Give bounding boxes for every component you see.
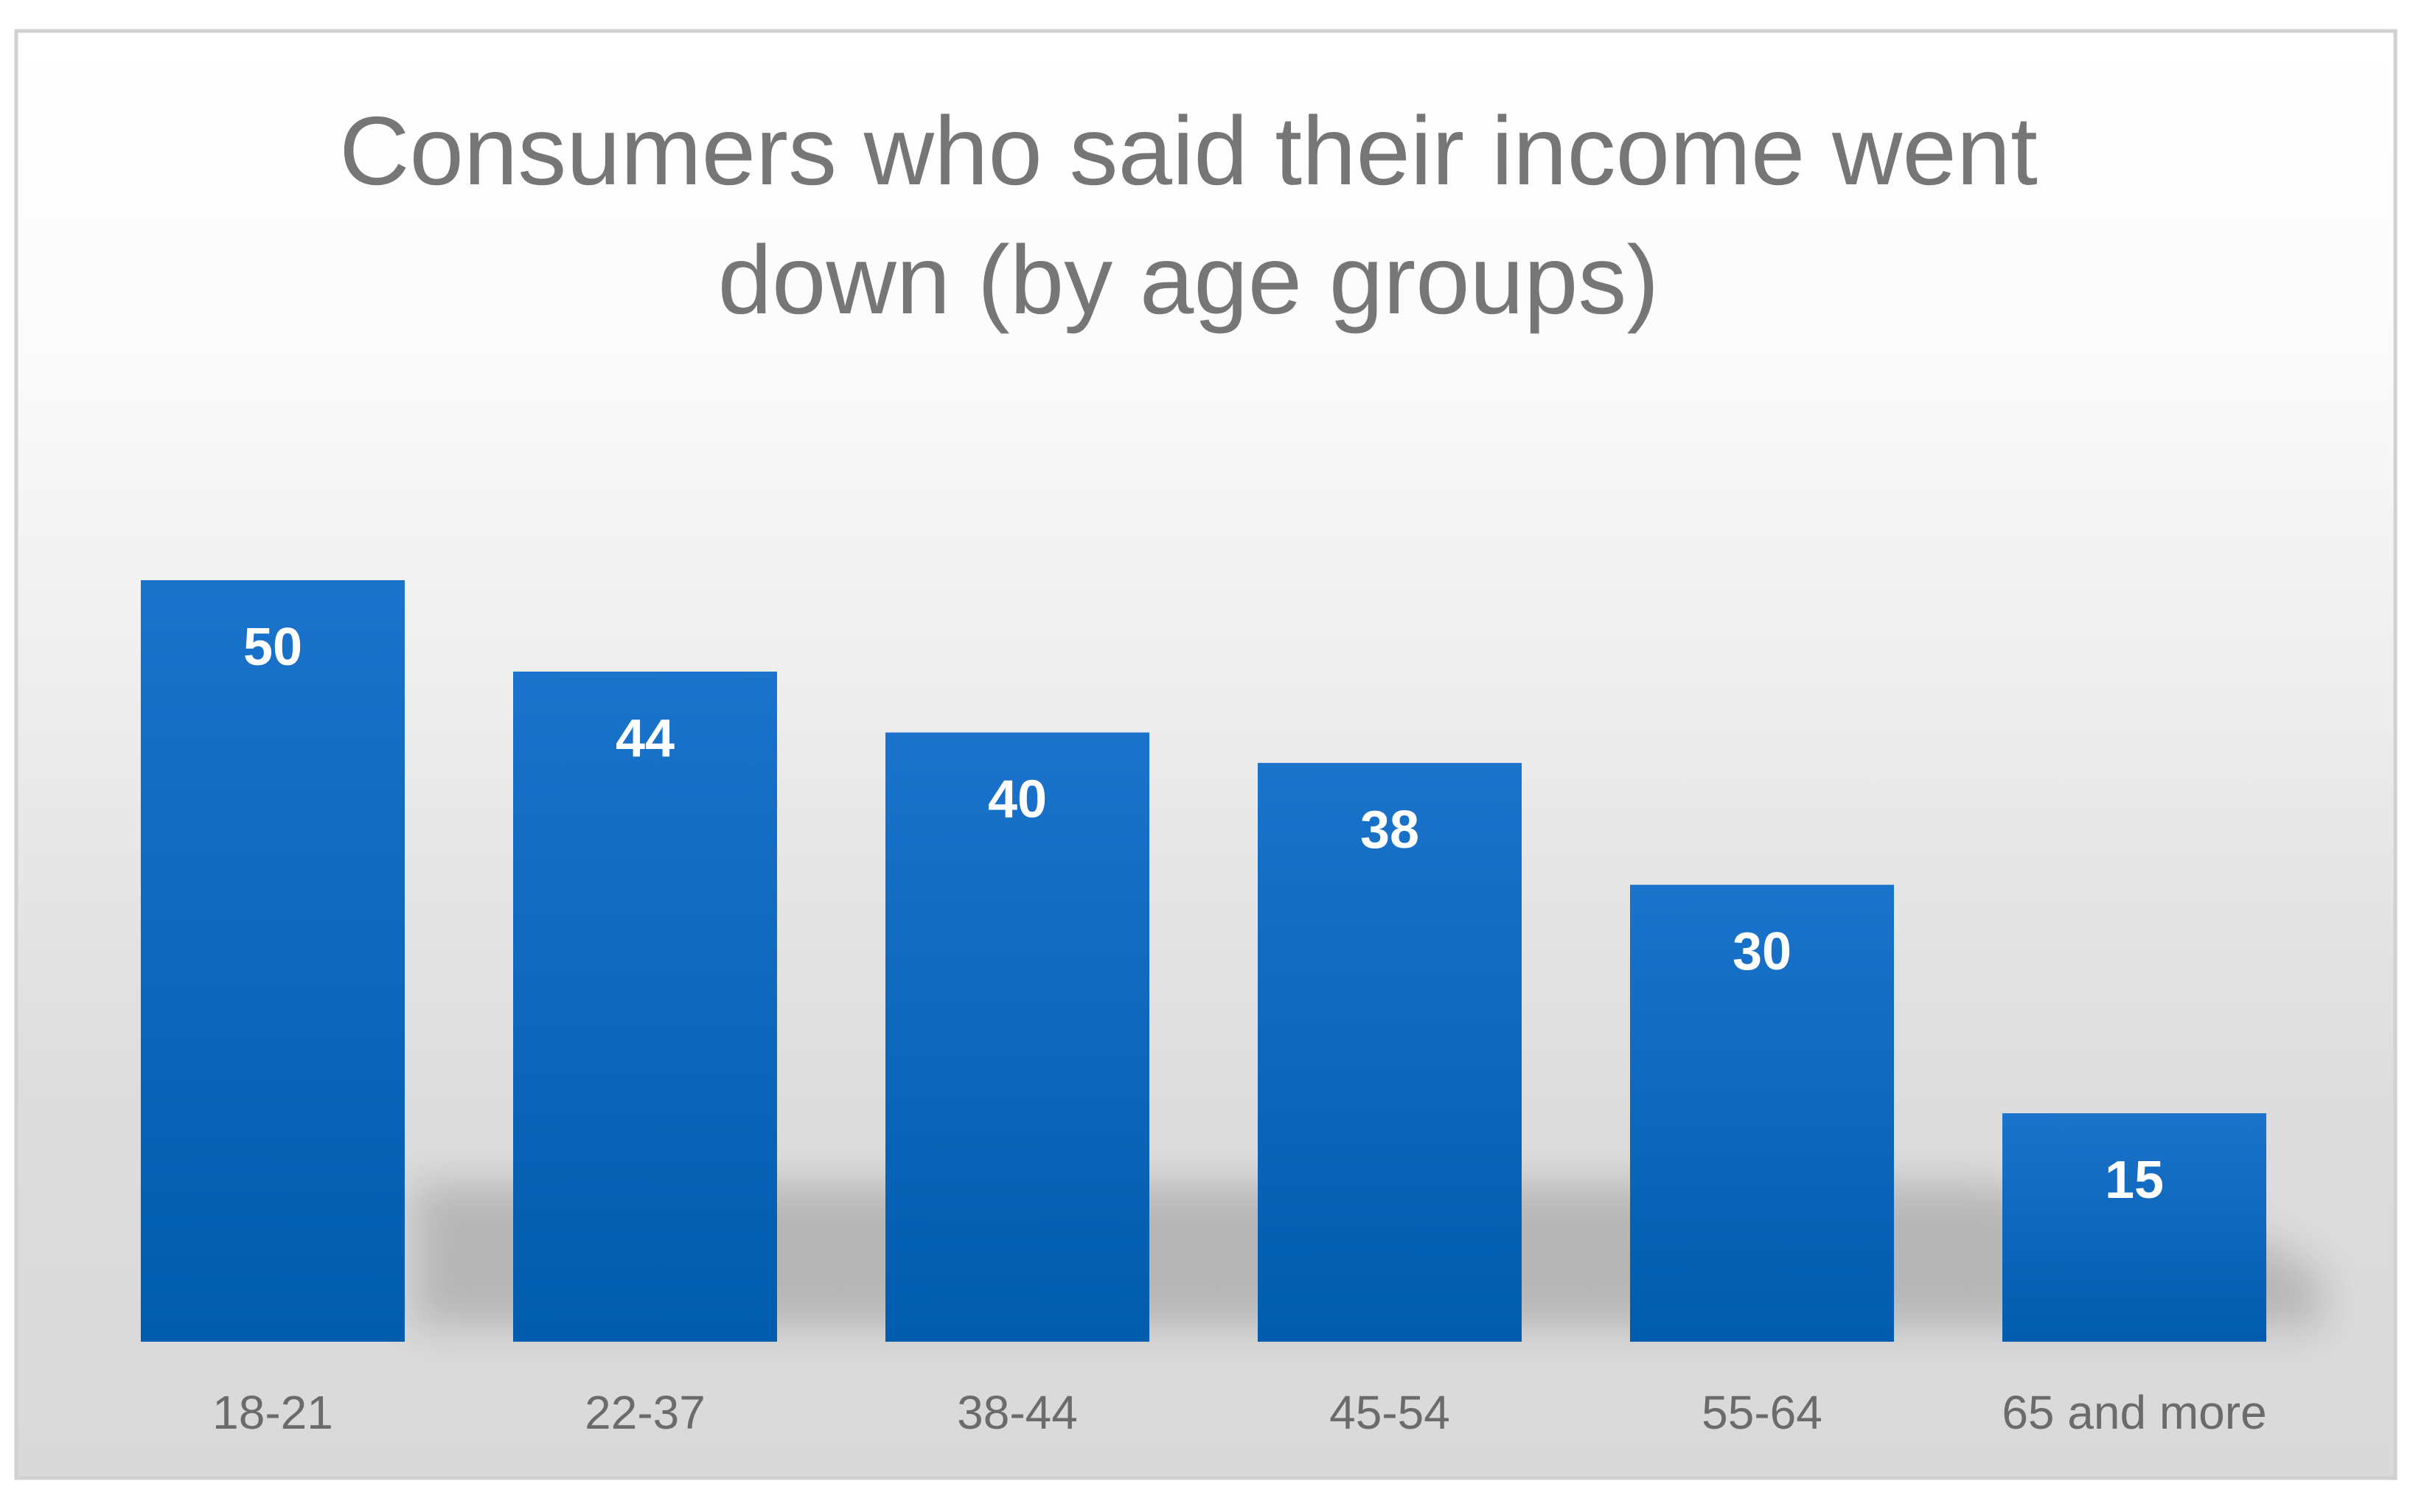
bar-38-44 [885,732,1149,1342]
bar-45-54 [1258,762,1522,1342]
bar-18-21 [141,580,405,1342]
bar-value-label: 50 [243,618,302,677]
bar-22-37 [513,672,777,1342]
bars-group [141,580,2266,1342]
chart-title-line-2: down (by age groups) [718,226,1660,334]
x-tick-label: 55-64 [1702,1386,1822,1439]
bar-value-label: 30 [1733,922,1792,981]
bar-value-label: 38 [1360,801,1419,860]
x-tick-label: 38-44 [957,1386,1078,1439]
bar-55-64 [1630,885,1894,1342]
bar-65-and-more [2002,1113,2266,1342]
x-tick-label: 18-21 [212,1386,333,1439]
x-tick-label: 45-54 [1329,1386,1450,1439]
bar-labels-group: 50 44 40 38 30 15 [243,618,2164,1210]
bar-value-label: 40 [988,770,1047,829]
x-tick-label: 65 and more [2002,1386,2266,1439]
x-axis-tick-labels: 18-21 22-37 38-44 45-54 55-64 65 and more [212,1386,2267,1439]
chart-title-line-1: Consumers who said their income went [339,97,2038,205]
bar-value-label: 15 [2105,1151,2164,1210]
bar-value-label: 44 [616,709,675,768]
x-tick-label: 22-37 [585,1386,706,1439]
